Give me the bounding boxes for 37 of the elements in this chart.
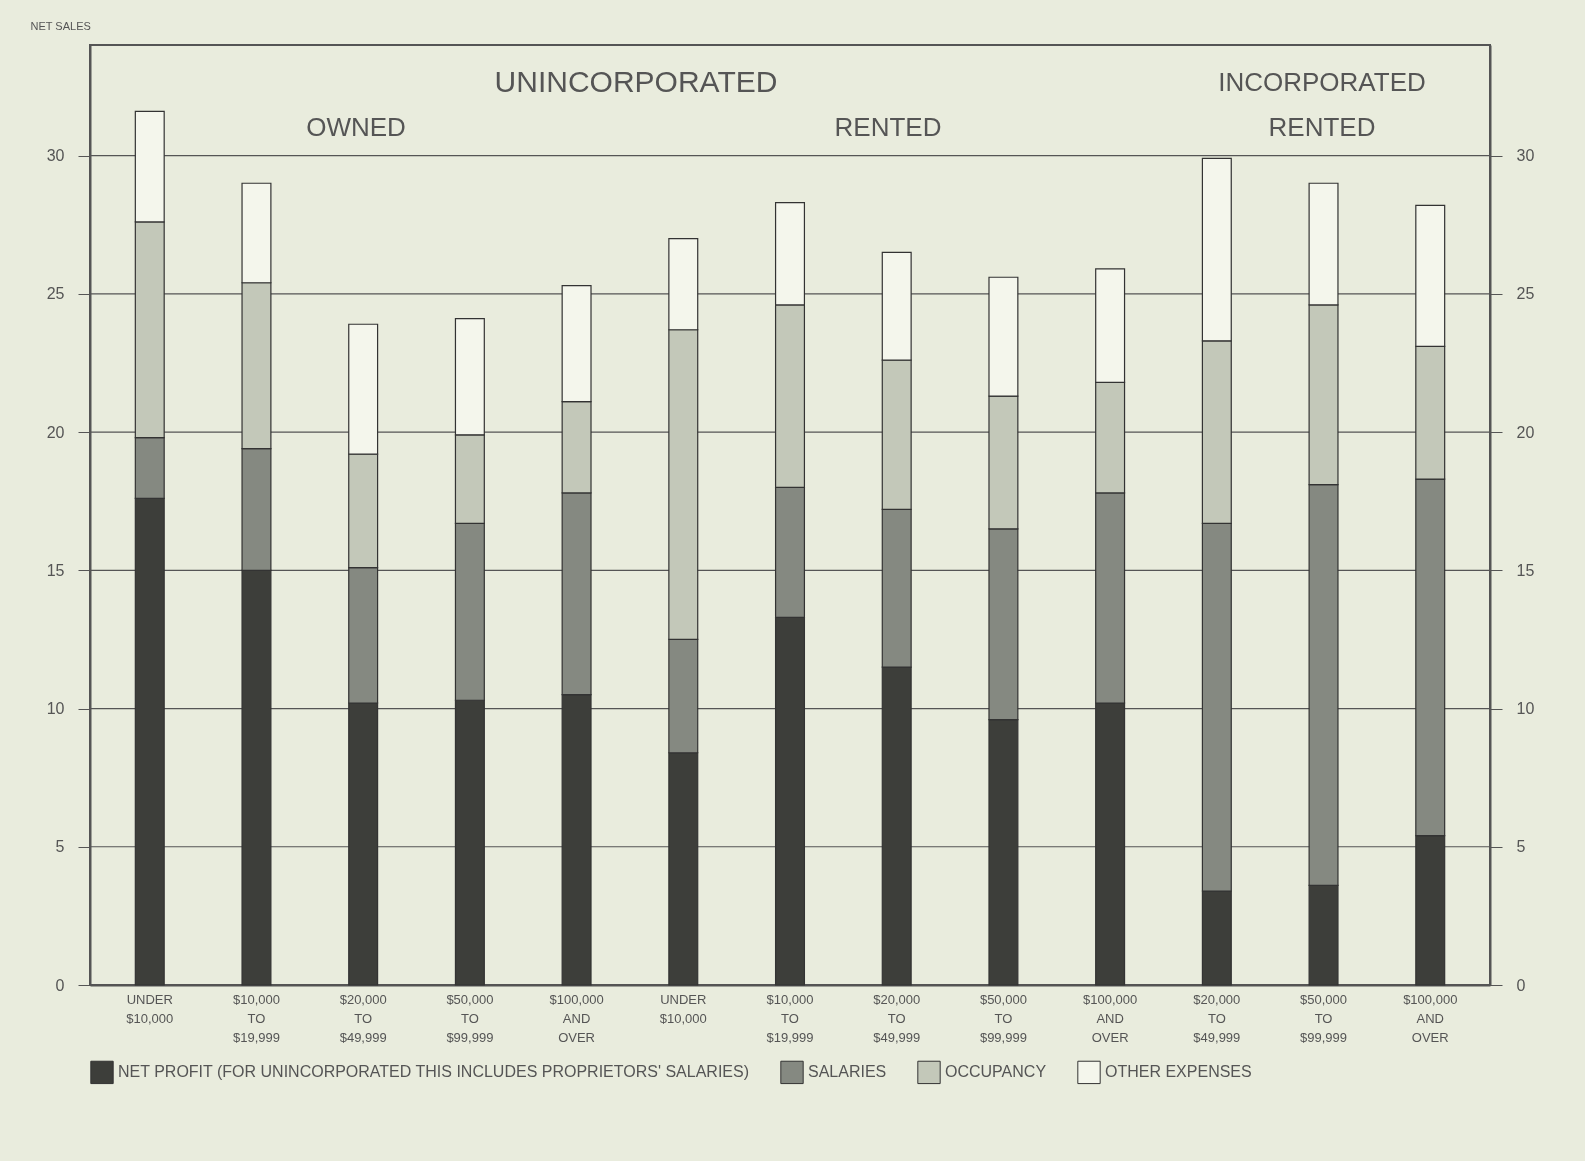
x-tick-label: $50,000 TO $99,999 <box>979 991 1027 1045</box>
y-tick-label: 30 <box>46 147 65 165</box>
y-axis-title: NET SALES <box>30 19 91 32</box>
y-tick-label: 10 <box>46 700 65 718</box>
y-tick-label: 0 <box>55 976 65 994</box>
y-tick-label: 25 <box>46 285 65 303</box>
x-tick-label: $100,000 AND OVER <box>1403 991 1458 1045</box>
y2-tick-label: 10 <box>1516 700 1535 718</box>
y2-tick-label: 5 <box>1516 838 1526 856</box>
annotation: OWNED <box>306 112 406 142</box>
legend-label: NET PROFIT (FOR UNINCORPORATED THIS INCLUDES PROPRIETORS' SALARIES) <box>118 1063 749 1081</box>
x-tick-label: $10,000 TO $19,999 <box>766 991 814 1045</box>
annotation: INCORPORATED <box>1218 67 1426 97</box>
x-tick-label: $50,000 TO $99,999 <box>446 991 494 1045</box>
y2-tick-label: 15 <box>1516 561 1535 579</box>
x-tick-label: $20,000 TO $49,999 <box>339 991 387 1045</box>
x-tick-label: $50,000 TO $99,999 <box>1300 991 1348 1045</box>
x-tick-label: $20,000 TO $49,999 <box>1193 991 1241 1045</box>
y-tick-label: 15 <box>46 561 65 579</box>
y-tick-label: 5 <box>55 838 65 856</box>
y2-tick-label: 25 <box>1516 285 1535 303</box>
annotation: RENTED <box>834 112 942 142</box>
x-tick-label: $20,000 TO $49,999 <box>873 991 921 1045</box>
x-tick-label: $100,000 AND OVER <box>549 991 604 1045</box>
x-tick-label: UNDER $10,000 <box>659 991 707 1026</box>
x-tick-label: $10,000 TO $19,999 <box>232 991 280 1045</box>
x-tick-label: UNDER $10,000 <box>126 991 174 1026</box>
annotation: UNINCORPORATED <box>494 65 778 98</box>
y2-tick-label: 0 <box>1516 976 1526 994</box>
legend-label: SALARIES <box>808 1063 887 1081</box>
y2-tick-label: 20 <box>1516 423 1535 441</box>
x-tick-label: $100,000 AND OVER <box>1083 991 1138 1045</box>
legend-label: OTHER EXPENSES <box>1105 1063 1252 1081</box>
legend-label: OCCUPANCY <box>945 1063 1047 1081</box>
y-tick-label: 20 <box>46 423 65 441</box>
y2-tick-label: 30 <box>1516 147 1535 165</box>
annotation: RENTED <box>1268 112 1376 142</box>
